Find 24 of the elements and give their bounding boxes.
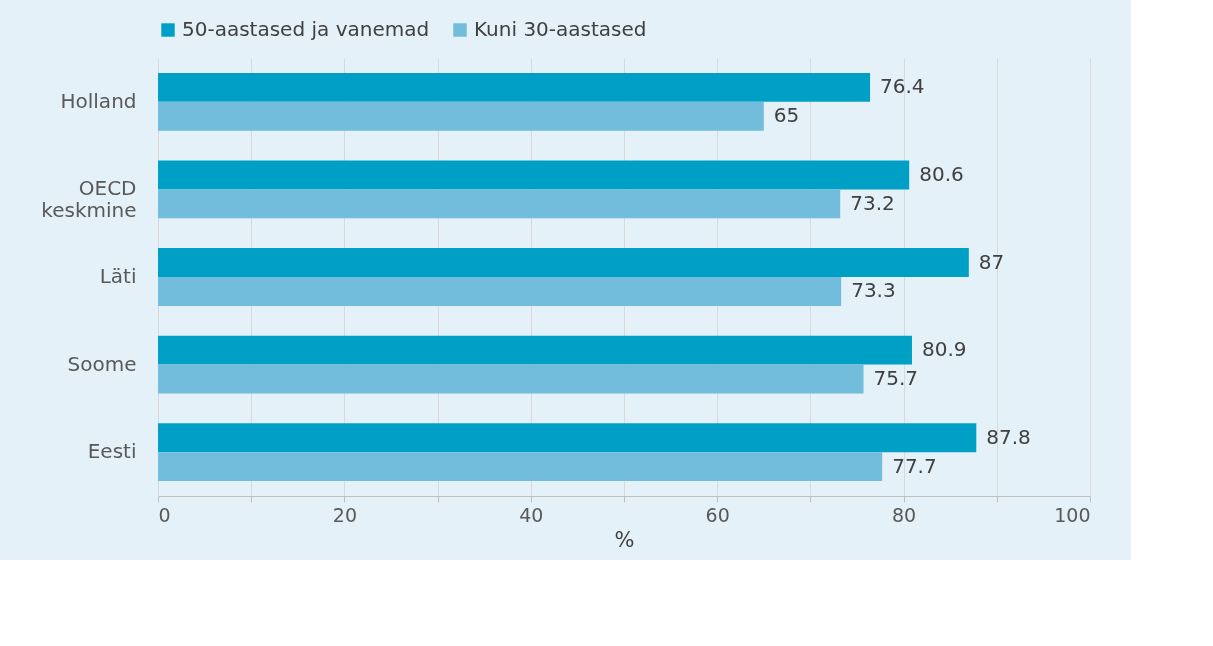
x-tick-label: 40 [519, 503, 544, 526]
y-tick-label: OECD keskmine [41, 176, 137, 223]
x-tick-label: 100 [1054, 503, 1091, 526]
y-tick-label: Holland [60, 88, 137, 113]
data-label: 76.4 [880, 74, 925, 99]
x-tick-label: 60 [705, 503, 730, 526]
legend-label: Kuni 30-aastased [474, 17, 647, 41]
data-label: 80.9 [921, 337, 967, 362]
y-tick-label: Läti [99, 264, 137, 288]
data-label: 80.6 [919, 161, 964, 186]
data-label: 73.2 [850, 190, 895, 215]
data-label: 73.3 [851, 278, 896, 303]
data-label: 75.7 [873, 366, 919, 391]
data-label: 77.7 [892, 453, 937, 478]
data-label: 65 [773, 103, 800, 128]
x-axis-title: % [614, 527, 635, 552]
y-tick-label: Soome [67, 351, 137, 376]
data-label: 87 [978, 249, 1005, 274]
data-label: 87.8 [986, 424, 1031, 449]
y-tick-label: Eesti [87, 439, 137, 464]
x-tick-label: 0 [158, 503, 171, 526]
x-tick-label: 20 [332, 503, 357, 526]
legend-label: 50-aastased ja vanemad [182, 17, 430, 41]
x-tick-label: 80 [892, 503, 917, 526]
